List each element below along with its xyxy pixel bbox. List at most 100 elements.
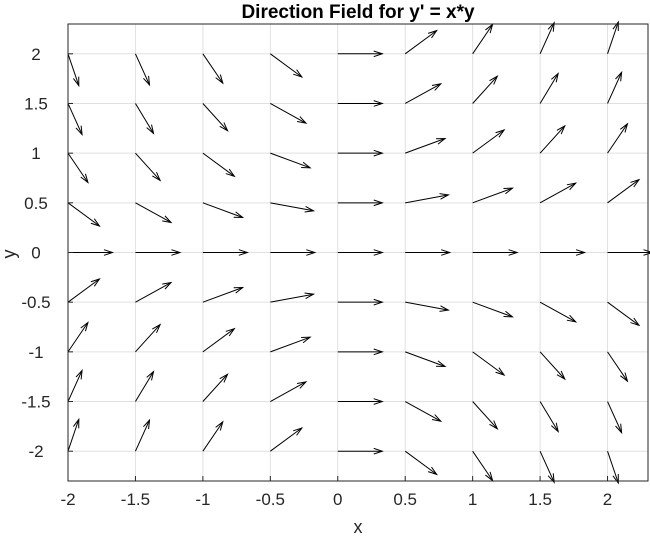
arrow-head [556, 124, 566, 135]
direction-arrow [607, 178, 641, 204]
arrow-head [296, 381, 308, 389]
arrow-head [643, 249, 650, 256]
arrow-head [80, 173, 89, 184]
x-tick-label: 1.5 [528, 490, 552, 509]
direction-arrow [405, 249, 452, 256]
direction-arrow [539, 301, 578, 323]
arrow-head [547, 21, 555, 32]
direction-arrow [270, 202, 316, 213]
arrow-head [373, 447, 384, 455]
arrow-shaft [202, 202, 243, 218]
arrow-head [75, 125, 83, 137]
arrow-head [431, 414, 443, 422]
arrow-shaft [472, 24, 493, 55]
arrow-shaft [270, 427, 303, 452]
direction-arrow [202, 249, 249, 256]
direction-arrow [67, 321, 89, 353]
arrow-head [293, 427, 304, 436]
direction-arrow [67, 417, 80, 452]
direction-arrow [607, 351, 629, 383]
arrow-shaft [607, 451, 619, 484]
direction-arrow [337, 348, 384, 356]
direction-arrow [405, 193, 450, 204]
direction-arrow [134, 53, 151, 87]
arrow-head [436, 137, 447, 145]
direction-arrow [202, 152, 236, 178]
direction-arrow [202, 103, 229, 132]
direction-arrow [472, 129, 506, 154]
direction-arrow [67, 103, 83, 137]
arrow-shaft [539, 351, 566, 380]
direction-arrow [405, 137, 447, 154]
arrow-head [171, 249, 182, 256]
arrow-shaft [405, 351, 446, 367]
direction-arrow [67, 202, 101, 227]
x-axis-ticks: -2 -1.5 -1 -0.5 0 0.5 1 1.5 2 [60, 476, 612, 509]
arrow-head [427, 29, 438, 39]
arrow-shaft [607, 72, 623, 104]
direction-arrow [404, 450, 438, 476]
arrow-shaft [135, 152, 161, 181]
direction-arrow [404, 83, 443, 104]
direction-arrow [539, 450, 555, 484]
direction-arrow [607, 70, 623, 104]
arrow-head [373, 50, 384, 58]
arrow-head [495, 129, 506, 138]
arrow-head [503, 310, 514, 318]
arrow-head [233, 286, 245, 294]
x-tick-label: 0.5 [393, 490, 417, 509]
arrow-shaft [472, 129, 505, 154]
direction-arrow [270, 381, 308, 402]
arrow-shaft [202, 152, 235, 177]
arrow-shaft [472, 450, 493, 481]
direction-arrow [135, 249, 182, 256]
direction-arrow [135, 281, 173, 303]
arrow-head [373, 298, 384, 306]
direction-arrow [337, 298, 384, 306]
arrow-shaft [405, 194, 449, 204]
direction-arrow [337, 100, 384, 107]
direction-arrow [405, 301, 450, 312]
arrow-head [146, 370, 155, 381]
direction-arrow [270, 292, 316, 303]
direction-arrow [135, 152, 162, 182]
arrow-shaft [607, 301, 640, 326]
direction-arrow [202, 420, 224, 452]
direction-arrow [270, 249, 317, 256]
arrow-head [441, 249, 452, 256]
arrow-shaft [67, 202, 100, 227]
y-tick-label: -1.5 [21, 393, 50, 412]
direction-arrow [607, 301, 641, 327]
arrow-shaft [270, 152, 311, 169]
arrow-shaft [607, 21, 619, 54]
arrow-shaft [405, 301, 449, 311]
y-tick-label: -0.5 [21, 293, 50, 312]
direction-arrow [539, 72, 559, 104]
direction-arrow [202, 373, 229, 402]
direction-arrow [539, 182, 578, 204]
direction-arrow [472, 75, 499, 104]
arrow-shaft [134, 53, 150, 86]
arrow-shaft [270, 53, 303, 78]
x-tick-label: 0 [333, 490, 342, 509]
arrow-head [619, 122, 629, 133]
arrow-shaft [404, 83, 442, 104]
x-tick-label: 1 [468, 490, 477, 509]
arrow-shaft [202, 421, 224, 452]
direction-arrow [202, 327, 236, 353]
arrow-head [296, 116, 308, 124]
direction-arrow [607, 451, 619, 485]
arrow-head [427, 466, 438, 476]
x-tick-label: -1 [195, 490, 210, 509]
arrow-shaft [404, 30, 437, 55]
direction-arrow [67, 53, 80, 88]
direction-arrow [472, 401, 499, 430]
direction-arrow [405, 351, 447, 368]
arrow-head [143, 418, 151, 430]
direction-arrow [472, 351, 506, 376]
arrow-shaft [135, 324, 161, 353]
arrow-head [431, 83, 443, 91]
arrow-head [489, 75, 499, 85]
arrow-shaft [270, 381, 307, 402]
direction-arrow [68, 249, 115, 256]
